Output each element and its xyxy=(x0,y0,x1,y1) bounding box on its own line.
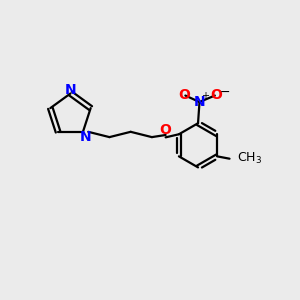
Text: N: N xyxy=(194,95,205,109)
Text: O: O xyxy=(160,123,172,137)
Text: CH$_3$: CH$_3$ xyxy=(238,151,262,166)
Text: N: N xyxy=(80,130,92,144)
Text: +: + xyxy=(201,91,209,100)
Text: N: N xyxy=(65,82,76,97)
Text: O: O xyxy=(178,88,190,102)
Text: O: O xyxy=(210,88,222,102)
Text: −: − xyxy=(219,86,230,99)
